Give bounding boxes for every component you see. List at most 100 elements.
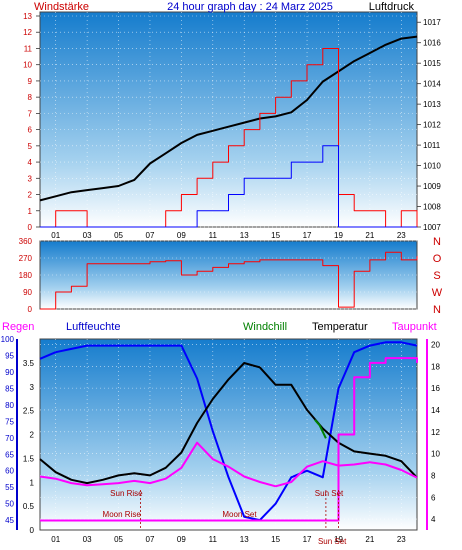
rain-tick-label: 1 — [30, 478, 35, 487]
astro-annotation-label: Moon Set — [222, 510, 257, 519]
x-tick-label: 19 — [334, 535, 343, 544]
x-tick-label: 21 — [365, 535, 374, 544]
winddir-tick-label: 90 — [23, 288, 32, 297]
x-tick-label: 15 — [271, 535, 280, 544]
x-tick-label: 05 — [114, 231, 123, 240]
left-axis-title: Windstärke — [34, 1, 89, 13]
series-windchill-line — [314, 419, 327, 439]
series-temperature-line — [39, 362, 418, 485]
temp-tick-label: 16 — [431, 384, 440, 393]
luftfeuchte-label: Luftfeuchte — [66, 321, 120, 333]
humidity-tick-label: 95 — [5, 351, 14, 360]
x-tick-label: 19 — [334, 231, 343, 240]
x-tick-label: 01 — [51, 535, 60, 544]
temperatur-label: Temperatur — [312, 321, 368, 333]
windchill-label: Windchill — [243, 321, 287, 333]
astro-annotation-label: Sun Set — [318, 537, 347, 546]
rain-tick-label: 0.5 — [23, 502, 35, 511]
winddir-tick-label: 360 — [19, 237, 33, 246]
humidity-tick-label: 80 — [5, 401, 14, 410]
axes-layer: 0123456789101112131007100810091010101110… — [1, 12, 443, 546]
y-left-tick-label: 5 — [28, 142, 33, 151]
y-right-tick-label: 1017 — [423, 18, 441, 27]
chart-title: 24 hour graph day : 24 Marz 2025 — [167, 1, 333, 13]
x-tick-label: 13 — [240, 231, 249, 240]
winddir-tick-label: 270 — [19, 254, 33, 263]
winddir-compass-label: N — [433, 304, 441, 316]
y-left-tick-label: 7 — [28, 109, 33, 118]
y-left-tick-label: 13 — [23, 12, 32, 21]
humidity-tick-label: 60 — [5, 467, 14, 476]
winddir-compass-label: W — [432, 287, 443, 299]
series-winddir-line — [40, 251, 418, 310]
panel1-bg — [39, 11, 418, 228]
astro-annotation-label: Sun Rise — [110, 489, 143, 498]
y-right-tick-label: 1012 — [423, 121, 441, 130]
humidity-tick-label: 55 — [5, 483, 14, 492]
y-left-tick-label: 10 — [23, 61, 32, 70]
y-left-tick-label: 2 — [28, 191, 33, 200]
y-left-tick-label: 4 — [28, 158, 33, 167]
temp-tick-label: 18 — [431, 362, 440, 371]
humidity-tick-label: 70 — [5, 434, 14, 443]
y-right-tick-label: 1011 — [423, 141, 441, 150]
regen-label: Regen — [2, 321, 34, 333]
temp-tick-label: 20 — [431, 340, 440, 349]
right-axis-title: Luftdruck — [369, 1, 415, 13]
x-tick-label: 11 — [209, 535, 218, 544]
series-humidity-line — [39, 341, 418, 522]
x-tick-label: 23 — [397, 535, 406, 544]
y-right-tick-label: 1010 — [423, 162, 441, 171]
series-gust-line — [40, 145, 417, 228]
series-pressure-line — [39, 35, 418, 202]
temp-tick-label: 10 — [431, 450, 440, 459]
x-tick-label: 07 — [146, 231, 155, 240]
x-tick-label: 03 — [83, 535, 92, 544]
x-tick-label: 09 — [177, 231, 186, 240]
temp-tick-label: 6 — [431, 493, 436, 502]
y-right-tick-label: 1009 — [423, 182, 441, 191]
x-tick-label: 11 — [209, 231, 218, 240]
humidity-tick-label: 100 — [1, 335, 15, 344]
y-left-tick-label: 9 — [28, 77, 33, 86]
winddir-compass-label: S — [433, 270, 440, 282]
winddir-tick-label: 0 — [28, 305, 33, 314]
rain-tick-label: 3.5 — [23, 359, 35, 368]
temp-tick-label: 4 — [431, 515, 436, 524]
winddir-compass-label: N — [433, 236, 441, 248]
y-left-tick-label: 8 — [28, 93, 33, 102]
y-right-tick-label: 1016 — [423, 39, 441, 48]
x-tick-label: 13 — [240, 535, 249, 544]
winddir-compass-label: O — [433, 253, 442, 265]
y-left-tick-label: 1 — [28, 207, 33, 216]
x-tick-label: 09 — [177, 535, 186, 544]
rain-tick-label: 0 — [30, 526, 35, 535]
humidity-tick-label: 75 — [5, 417, 14, 426]
humidity-tick-label: 45 — [5, 516, 14, 525]
temp-tick-label: 14 — [431, 406, 440, 415]
x-tick-label: 21 — [365, 231, 374, 240]
y-right-tick-label: 1007 — [423, 223, 441, 232]
astro-annotation-label: Moon Rise — [103, 510, 142, 519]
y-left-tick-label: 3 — [28, 174, 33, 183]
winddir-tick-label: 180 — [19, 271, 33, 280]
rain-tick-label: 2 — [30, 431, 35, 440]
humidity-tick-label: 50 — [5, 500, 14, 509]
y-left-tick-label: 12 — [23, 28, 32, 37]
y-right-tick-label: 1013 — [423, 100, 441, 109]
x-tick-label: 05 — [114, 535, 123, 544]
series-dewpoint-line — [39, 441, 418, 488]
astro-annotation-label: Sun Set — [315, 489, 344, 498]
taupunkt-label: Taupunkt — [392, 321, 437, 333]
temp-tick-label: 12 — [431, 428, 440, 437]
rain-tick-label: 3 — [30, 383, 35, 392]
x-tick-label: 01 — [51, 231, 60, 240]
y-left-tick-label: 6 — [28, 126, 33, 135]
humidity-tick-label: 85 — [5, 384, 14, 393]
y-right-tick-label: 1015 — [423, 59, 441, 68]
x-tick-label: 17 — [303, 535, 312, 544]
y-left-tick-label: 0 — [28, 223, 33, 232]
humidity-tick-label: 65 — [5, 450, 14, 459]
rain-tick-label: 1.5 — [23, 454, 35, 463]
x-tick-label: 23 — [397, 231, 406, 240]
